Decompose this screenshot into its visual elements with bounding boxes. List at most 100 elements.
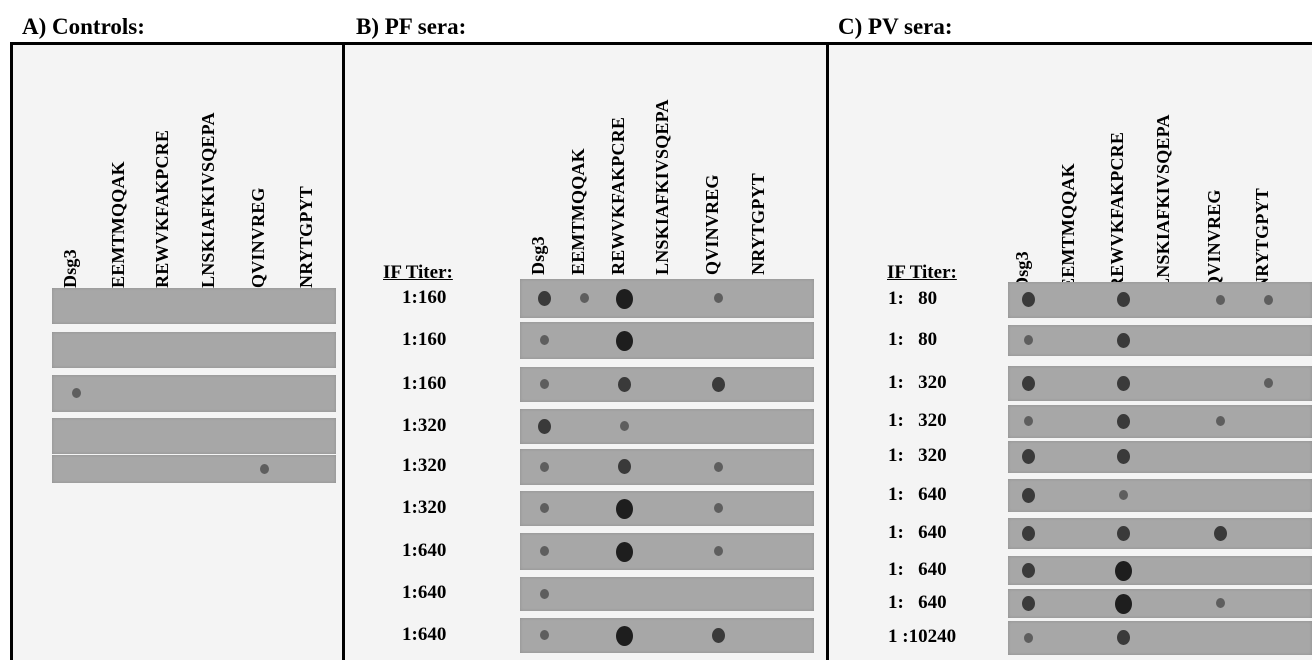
blot-spot — [1021, 525, 1035, 541]
blot-spot — [1215, 416, 1225, 427]
blot-spot — [1116, 332, 1130, 348]
blot-spot — [615, 498, 633, 519]
blot-spot — [1114, 593, 1132, 614]
dot-blot-strip — [1008, 479, 1312, 512]
dot-blot-strip — [1008, 589, 1312, 618]
blot-spot — [713, 546, 723, 557]
peptide-label-nrytgpyt: NRYTGPYT — [748, 173, 768, 275]
blot-spot — [539, 588, 549, 599]
dot-blot-strip — [520, 322, 814, 359]
dot-blot-strip — [520, 577, 814, 611]
titer-label: 1: 640 — [888, 521, 947, 543]
peptide-label-dsg3: Dsg3 — [528, 236, 548, 275]
blot-spot — [1116, 449, 1130, 465]
blot-spot — [71, 388, 81, 399]
blot-spot — [615, 625, 633, 646]
peptide-label-rewvkfakpcre: REWVKFAKPCRE — [1107, 131, 1127, 290]
blot-spot — [615, 330, 633, 351]
blot-spot — [617, 376, 631, 392]
titer-label: 1: 640 — [888, 558, 947, 580]
blot-spot — [1021, 449, 1035, 465]
blot-spot — [711, 627, 725, 643]
blot-spot — [615, 541, 633, 562]
dot-blot-strip — [1008, 325, 1312, 356]
peptide-label-lnskiafkivsqepa: LNSKIAFKIVSQEPA — [1153, 114, 1173, 290]
blot-spot — [1263, 378, 1273, 389]
blot-spot — [615, 288, 633, 309]
titer-label: 1:160 — [402, 328, 447, 350]
titer-label: 1:640 — [402, 623, 447, 645]
peptide-label-nrytgpyt: NRYTGPYT — [296, 186, 316, 288]
blot-spot — [711, 376, 725, 392]
blot-spot — [539, 630, 549, 641]
blot-spot — [1116, 413, 1130, 429]
blot-spot — [539, 335, 549, 346]
blot-spot — [1023, 335, 1033, 346]
blot-spot — [619, 421, 629, 432]
blot-spot — [617, 459, 631, 475]
blot-spot — [1116, 630, 1130, 646]
dot-blot-strip — [1008, 621, 1312, 655]
titer-label: 1: 320 — [888, 445, 947, 466]
titer-label: 1 :10240 — [888, 626, 957, 647]
dot-blot-strip — [52, 375, 336, 412]
blot-spot — [1263, 294, 1273, 305]
peptide-label-eemtmqqak: EEMTMQQAK — [568, 148, 588, 275]
titer-label: 1: 640 — [888, 483, 947, 505]
dot-blot-strip — [52, 418, 336, 454]
panel-a-title: A) Controls: — [22, 14, 145, 39]
dot-blot-strip — [52, 455, 336, 483]
divider-a-b — [342, 42, 345, 660]
blot-spot — [1021, 292, 1035, 308]
dot-blot-strip — [520, 409, 814, 444]
dot-blot-strip — [1008, 282, 1312, 318]
dot-blot-strip — [52, 332, 336, 368]
titer-label: 1:320 — [402, 496, 447, 518]
dot-blot-strip — [520, 449, 814, 485]
top-border — [10, 42, 1312, 45]
blot-spot — [1021, 375, 1035, 391]
blot-spot — [1215, 294, 1225, 305]
blot-spot — [1021, 595, 1035, 611]
blot-spot — [537, 418, 551, 434]
dot-blot-strip — [520, 491, 814, 526]
dot-blot-strip — [520, 533, 814, 570]
titer-label: 1: 80 — [888, 288, 938, 309]
blot-spot — [713, 293, 723, 304]
blot-spot — [713, 503, 723, 514]
dot-blot-strip — [1008, 366, 1312, 401]
dot-blot-strip — [520, 279, 814, 318]
peptide-label-eemtmqqak: EEMTMQQAK — [108, 161, 128, 288]
dot-blot-strip — [1008, 405, 1312, 438]
blot-spot — [539, 503, 549, 514]
blot-spot — [579, 293, 589, 304]
blot-spot — [1021, 487, 1035, 503]
blot-spot — [259, 463, 269, 474]
dot-blot-strip — [52, 288, 336, 324]
titer-label: 1:640 — [402, 539, 447, 561]
titer-label: 1:320 — [402, 455, 447, 476]
blot-spot — [1116, 525, 1130, 541]
titer-label: 1: 80 — [888, 328, 938, 350]
blot-spot — [1213, 525, 1227, 541]
panel-b-titer-header: IF Titer: — [383, 262, 453, 283]
blot-spot — [539, 461, 549, 472]
blot-spot — [1116, 375, 1130, 391]
dot-blot-strip — [520, 618, 814, 653]
panel-c-titer-header: IF Titer: — [887, 262, 957, 283]
blot-spot — [539, 546, 549, 557]
peptide-label-nrytgpyt: NRYTGPYT — [1252, 188, 1272, 290]
dot-blot-strip — [1008, 556, 1312, 585]
blot-spot — [713, 461, 723, 472]
blot-spot — [1118, 490, 1128, 501]
titer-label: 1:320 — [402, 414, 447, 436]
blot-spot — [1021, 562, 1035, 578]
titer-label: 1:640 — [402, 582, 447, 603]
titer-label: 1:160 — [402, 286, 447, 308]
peptide-label-rewvkfakpcre: REWVKFAKPCRE — [608, 116, 628, 275]
peptide-label-lnskiafkivsqepa: LNSKIAFKIVSQEPA — [198, 112, 218, 288]
blot-spot — [1023, 416, 1033, 427]
dot-blot-strip — [1008, 441, 1312, 473]
dot-blot-strip — [1008, 518, 1312, 549]
blot-spot — [1116, 292, 1130, 308]
